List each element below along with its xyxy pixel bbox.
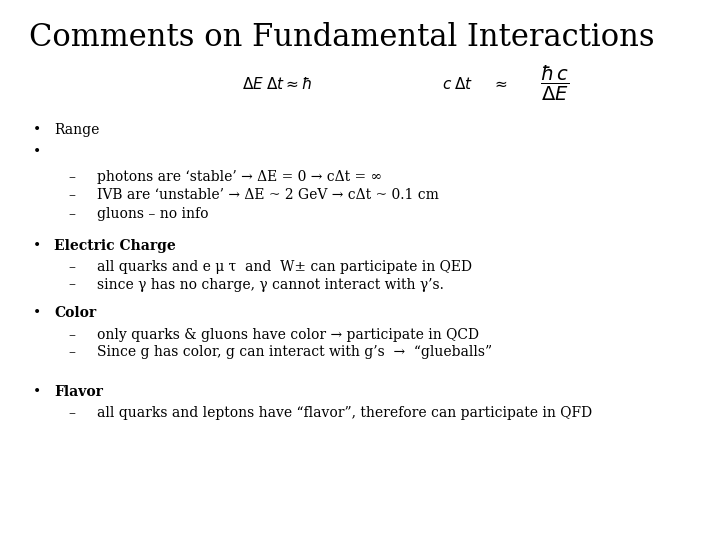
Text: Electric Charge: Electric Charge (54, 239, 176, 253)
Text: –: – (68, 260, 76, 274)
Text: •: • (32, 306, 40, 320)
Text: photons are ‘stable’ → ΔE = 0 → cΔt = ∞: photons are ‘stable’ → ΔE = 0 → cΔt = ∞ (97, 170, 382, 184)
Text: since γ has no charge, γ cannot interact with γ’s.: since γ has no charge, γ cannot interact… (97, 278, 444, 292)
Text: Since g has color, g can interact with g’s  →  “glueballs”: Since g has color, g can interact with g… (97, 345, 492, 359)
Text: •: • (32, 384, 40, 399)
Text: $\Delta E\; \Delta t \approx \hbar$: $\Delta E\; \Delta t \approx \hbar$ (242, 76, 312, 92)
Text: –: – (68, 345, 76, 359)
Text: Comments on Fundamental Interactions: Comments on Fundamental Interactions (29, 22, 654, 52)
Text: only quarks & gluons have color → participate in QCD: only quarks & gluons have color → partic… (97, 328, 480, 342)
Text: •: • (32, 123, 40, 137)
Text: $\dfrac{\hbar\, c}{\Delta E}$: $\dfrac{\hbar\, c}{\Delta E}$ (540, 64, 569, 103)
Text: all quarks and leptons have “flavor”, therefore can participate in QFD: all quarks and leptons have “flavor”, th… (97, 406, 593, 420)
Text: –: – (68, 328, 76, 342)
Text: IVB are ‘unstable’ → ΔE ~ 2 GeV → cΔt ~ 0.1 cm: IVB are ‘unstable’ → ΔE ~ 2 GeV → cΔt ~ … (97, 188, 439, 202)
Text: –: – (68, 170, 76, 184)
Text: Flavor: Flavor (54, 384, 103, 399)
Text: –: – (68, 406, 76, 420)
Text: Range: Range (54, 123, 99, 137)
Text: –: – (68, 207, 76, 221)
Text: $\approx$: $\approx$ (492, 76, 508, 91)
Text: gluons – no info: gluons – no info (97, 207, 209, 221)
Text: –: – (68, 188, 76, 202)
Text: all quarks and e μ τ  and  W± can participate in QED: all quarks and e μ τ and W± can particip… (97, 260, 472, 274)
Text: •: • (32, 145, 40, 159)
Text: •: • (32, 239, 40, 253)
Text: $c\;\Delta t$: $c\;\Delta t$ (441, 76, 473, 92)
Text: Color: Color (54, 306, 96, 320)
Text: –: – (68, 278, 76, 292)
